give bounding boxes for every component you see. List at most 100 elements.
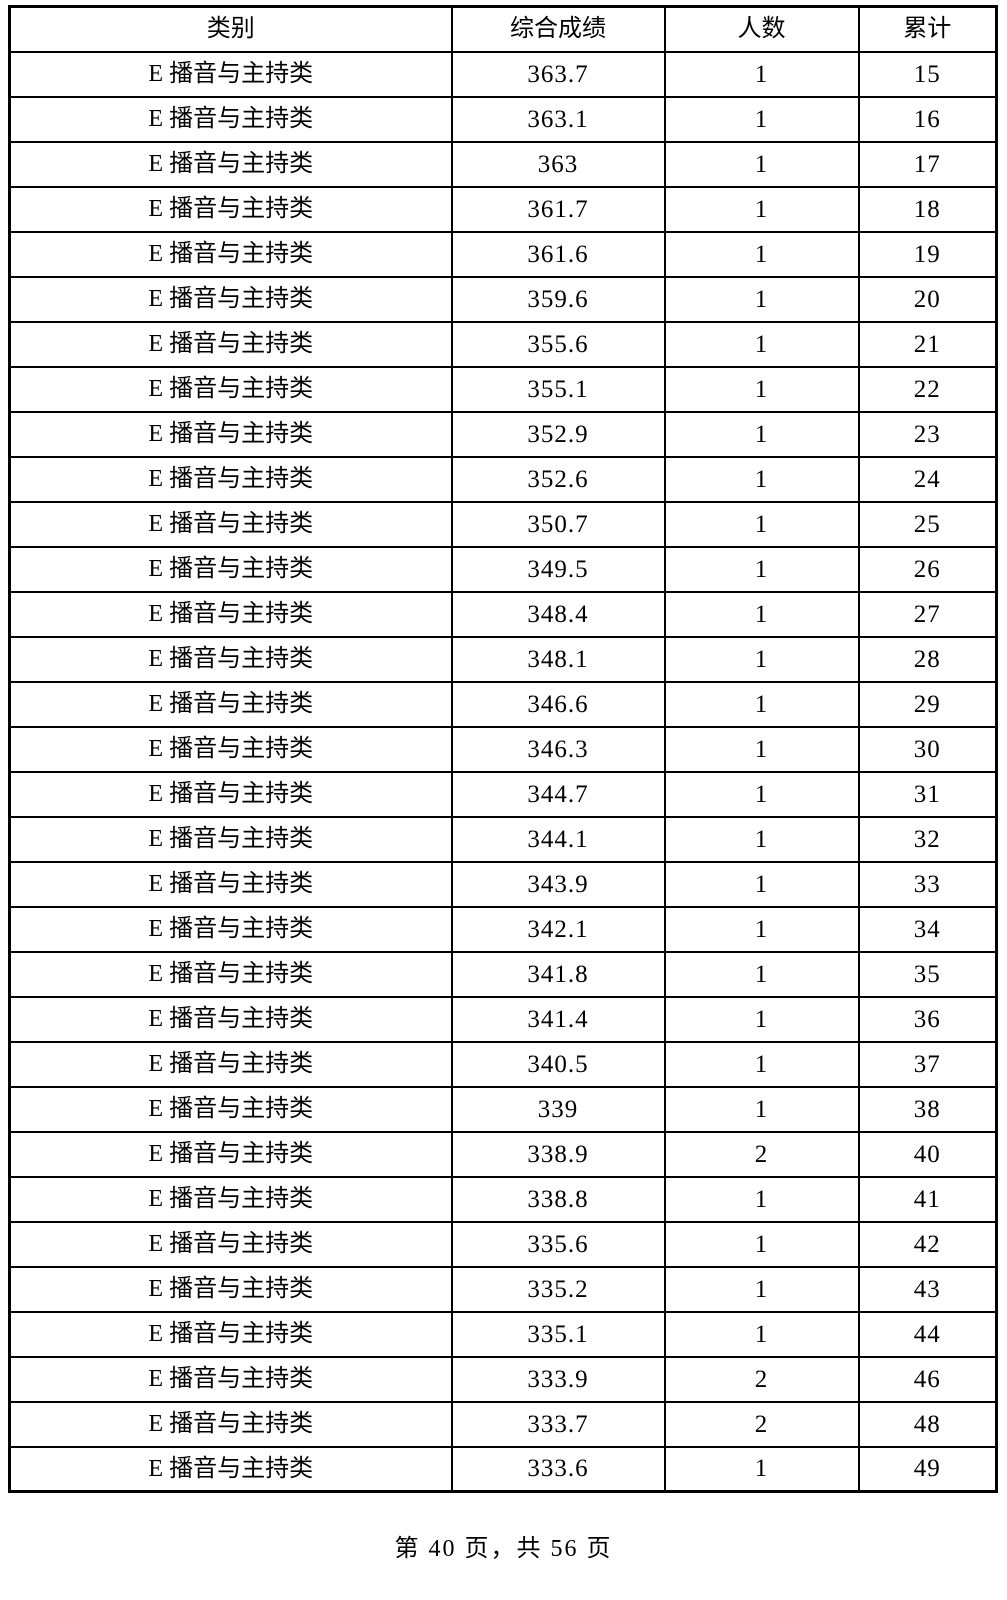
cell-score: 363	[450, 140, 666, 188]
table-row: E 播音与主持类 341.8 1 35	[8, 950, 998, 998]
cell-cumulative: 28	[857, 635, 998, 683]
cell-count: 1	[663, 815, 860, 863]
table-row: E 播音与主持类 335.6 1 42	[8, 1220, 998, 1268]
cell-count: 1	[663, 95, 860, 143]
cell-cumulative: 46	[857, 1355, 998, 1403]
cell-score: 346.3	[450, 725, 666, 773]
cell-cumulative: 42	[857, 1220, 998, 1268]
table-row: E 播音与主持类 350.7 1 25	[8, 500, 998, 548]
cell-category: E 播音与主持类	[8, 320, 453, 368]
cell-count: 1	[663, 50, 860, 98]
cell-score: 338.9	[450, 1130, 666, 1178]
cell-count: 1	[663, 230, 860, 278]
cell-category: E 播音与主持类	[8, 140, 453, 188]
cell-category: E 播音与主持类	[8, 185, 453, 233]
table-row: E 播音与主持类 344.1 1 32	[8, 815, 998, 863]
cell-category: E 播音与主持类	[8, 1355, 453, 1403]
table-row: E 播音与主持类 359.6 1 20	[8, 275, 998, 323]
cell-count: 1	[663, 1085, 860, 1133]
cell-score: 339	[450, 1085, 666, 1133]
cell-cumulative: 41	[857, 1175, 998, 1223]
cell-category: E 播音与主持类	[8, 275, 453, 323]
cell-cumulative: 20	[857, 275, 998, 323]
cell-count: 1	[663, 545, 860, 593]
table-row: E 播音与主持类 338.9 2 40	[8, 1130, 998, 1178]
cell-cumulative: 31	[857, 770, 998, 818]
cell-cumulative: 23	[857, 410, 998, 458]
cell-score: 363.7	[450, 50, 666, 98]
table-row: E 播音与主持类 355.1 1 22	[8, 365, 998, 413]
cell-score: 335.6	[450, 1220, 666, 1268]
header-row: 类别 综合成绩 人数 累计	[8, 5, 998, 53]
cell-category: E 播音与主持类	[8, 770, 453, 818]
cell-count: 1	[663, 1175, 860, 1223]
cell-cumulative: 48	[857, 1400, 998, 1448]
cell-cumulative: 25	[857, 500, 998, 548]
cell-score: 333.6	[450, 1445, 666, 1493]
cell-category: E 播音与主持类	[8, 1175, 453, 1223]
cell-score: 342.1	[450, 905, 666, 953]
table-row: E 播音与主持类 341.4 1 36	[8, 995, 998, 1043]
cell-score: 355.6	[450, 320, 666, 368]
cell-category: E 播音与主持类	[8, 725, 453, 773]
cell-category: E 播音与主持类	[8, 1220, 453, 1268]
cell-score: 352.6	[450, 455, 666, 503]
cell-count: 1	[663, 680, 860, 728]
table-row: E 播音与主持类 361.7 1 18	[8, 185, 998, 233]
cell-cumulative: 34	[857, 905, 998, 953]
column-header-category: 类别	[8, 5, 453, 53]
cell-category: E 播音与主持类	[8, 905, 453, 953]
cell-category: E 播音与主持类	[8, 995, 453, 1043]
table-row: E 播音与主持类 333.7 2 48	[8, 1400, 998, 1448]
cell-cumulative: 19	[857, 230, 998, 278]
cell-score: 340.5	[450, 1040, 666, 1088]
cell-score: 344.1	[450, 815, 666, 863]
cell-count: 1	[663, 590, 860, 638]
table-row: E 播音与主持类 363.7 1 15	[8, 50, 998, 98]
cell-cumulative: 44	[857, 1310, 998, 1358]
table-row: E 播音与主持类 335.1 1 44	[8, 1310, 998, 1358]
cell-score: 341.4	[450, 995, 666, 1043]
cell-cumulative: 27	[857, 590, 998, 638]
column-header-cumulative: 累计	[857, 5, 998, 53]
cell-cumulative: 37	[857, 1040, 998, 1088]
cell-score: 343.9	[450, 860, 666, 908]
cell-cumulative: 15	[857, 50, 998, 98]
page-indicator: 第 40 页，共 56 页	[394, 1536, 613, 1562]
table-row: E 播音与主持类 355.6 1 21	[8, 320, 998, 368]
cell-score: 349.5	[450, 545, 666, 593]
cell-count: 1	[663, 500, 860, 548]
score-table: 类别 综合成绩 人数 累计 E 播音与主持类 363.7 1 15 E 播音与主…	[8, 5, 998, 1493]
cell-category: E 播音与主持类	[8, 950, 453, 998]
cell-cumulative: 33	[857, 860, 998, 908]
cell-category: E 播音与主持类	[8, 1310, 453, 1358]
cell-cumulative: 32	[857, 815, 998, 863]
cell-score: 355.1	[450, 365, 666, 413]
cell-category: E 播音与主持类	[8, 635, 453, 683]
cell-count: 1	[663, 950, 860, 998]
cell-score: 361.7	[450, 185, 666, 233]
cell-count: 1	[663, 1310, 860, 1358]
table-row: E 播音与主持类 343.9 1 33	[8, 860, 998, 908]
cell-count: 1	[663, 770, 860, 818]
table-row: E 播音与主持类 348.1 1 28	[8, 635, 998, 683]
cell-count: 1	[663, 410, 860, 458]
cell-cumulative: 49	[857, 1445, 998, 1493]
cell-category: E 播音与主持类	[8, 1085, 453, 1133]
cell-count: 2	[663, 1400, 860, 1448]
cell-score: 361.6	[450, 230, 666, 278]
cell-count: 1	[663, 725, 860, 773]
cell-count: 2	[663, 1355, 860, 1403]
cell-cumulative: 35	[857, 950, 998, 998]
cell-cumulative: 21	[857, 320, 998, 368]
cell-category: E 播音与主持类	[8, 545, 453, 593]
cell-count: 1	[663, 320, 860, 368]
cell-cumulative: 36	[857, 995, 998, 1043]
cell-category: E 播音与主持类	[8, 590, 453, 638]
table-row: E 播音与主持类 352.9 1 23	[8, 410, 998, 458]
cell-category: E 播音与主持类	[8, 1130, 453, 1178]
cell-cumulative: 38	[857, 1085, 998, 1133]
table-row: E 播音与主持类 338.8 1 41	[8, 1175, 998, 1223]
table-row: E 播音与主持类 348.4 1 27	[8, 590, 998, 638]
cell-count: 1	[663, 140, 860, 188]
